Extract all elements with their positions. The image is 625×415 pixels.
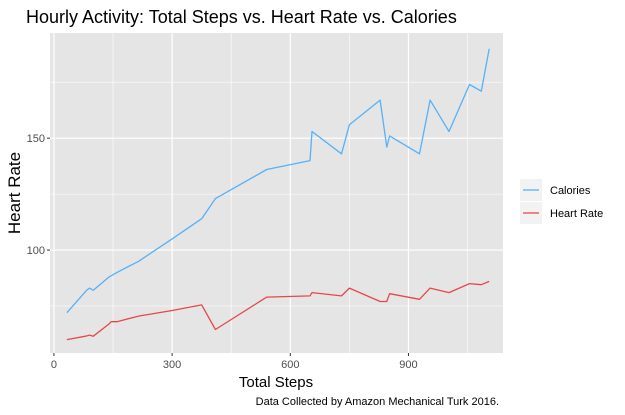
legend-label: Heart Rate (550, 208, 603, 220)
legend: Calories Heart Rate (520, 179, 603, 224)
x-tick-label: 0 (51, 359, 57, 371)
x-tick-label: 900 (399, 359, 417, 371)
y-axis-title: Heart Rate (5, 152, 24, 234)
axis-ticks: 0 300 600 900 100 150 (27, 133, 418, 371)
chart-caption: Data Collected by Amazon Mechanical Turk… (256, 396, 499, 408)
x-tick-label: 300 (163, 359, 181, 371)
y-tick-label: 150 (27, 133, 45, 145)
legend-label: Calories (550, 185, 591, 197)
x-tick-label: 600 (281, 359, 299, 371)
plot-panel (50, 33, 503, 353)
series-lines (66, 48, 490, 341)
series-line-calories (66, 48, 490, 314)
series-line-heart-rate (66, 280, 490, 341)
grid (50, 33, 503, 353)
x-axis-title: Total Steps (239, 374, 313, 391)
chart-title: Hourly Activity: Total Steps vs. Heart R… (26, 7, 457, 27)
y-tick-label: 100 (27, 245, 45, 257)
